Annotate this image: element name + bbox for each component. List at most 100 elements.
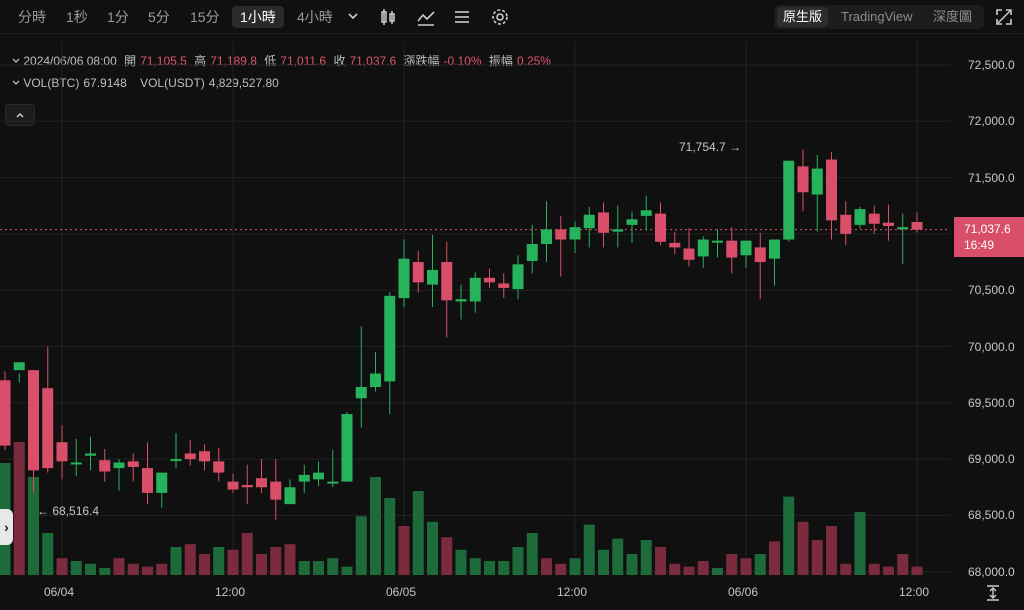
price-tick-label: 68,000.0	[968, 564, 1015, 579]
timeframe-tab-1s[interactable]: 1秒	[66, 9, 88, 25]
volume-bar	[754, 554, 766, 575]
volume-bar	[555, 563, 567, 575]
side-panel-toggle[interactable]: ›	[0, 509, 13, 545]
view-mode-tradingview[interactable]: TradingView	[841, 9, 913, 24]
volume-bar	[640, 540, 652, 575]
volume-bar	[498, 561, 510, 575]
candle-body	[284, 487, 296, 505]
view-mode-depth[interactable]: 深度圖	[933, 9, 973, 24]
volume-bar	[512, 547, 524, 575]
timeframe-tab-time[interactable]: 分時	[18, 9, 46, 25]
open-label: 開	[124, 54, 137, 68]
toolbar: 分時 1秒 1分 5分 15分 1小時 4小時 原生版 TradingView …	[0, 0, 1024, 34]
drawing-list-icon[interactable]	[452, 7, 472, 27]
candle-body	[840, 214, 852, 234]
high-marker-value: 71,754.7	[679, 140, 726, 154]
candle-body	[99, 460, 111, 472]
candle-body	[70, 462, 82, 465]
volume-bar	[127, 563, 139, 575]
chevron-down-icon[interactable]	[12, 79, 20, 87]
volume-bar	[655, 547, 666, 575]
volume-bar	[170, 547, 182, 575]
volume-bar	[384, 498, 396, 575]
candle-body	[127, 461, 139, 467]
ohlc-legend: 2024/06/06 08:00 開 71,105.5 高 71,189.8 低 71…	[12, 52, 555, 69]
candle-body	[712, 240, 723, 243]
low-label: 低	[264, 54, 277, 68]
price-tick-label: 72,000.0	[968, 114, 1015, 129]
time-tick-label: 12:00	[557, 585, 588, 599]
candle-body	[42, 388, 54, 469]
candle-body	[897, 227, 909, 230]
candle-body	[583, 214, 595, 229]
volume-bar	[113, 558, 125, 575]
candle-body	[313, 472, 324, 480]
high-marker: 71,754.7 →	[679, 140, 741, 154]
timeframe-tab-5m[interactable]: 5分	[148, 9, 170, 25]
volume-bar	[612, 538, 624, 575]
volume-bar	[370, 477, 381, 575]
time-tick-label: 12:00	[899, 585, 930, 599]
chevron-right-icon: ›	[4, 519, 9, 535]
candle-body	[184, 453, 196, 460]
candle-body	[484, 277, 495, 283]
volume-bar	[598, 549, 609, 575]
candle-body	[412, 262, 424, 283]
candle-body	[740, 240, 752, 256]
timeframe-tab-4h[interactable]: 4小時	[297, 9, 333, 25]
chevron-down-icon[interactable]	[346, 9, 360, 23]
candle-body	[270, 481, 282, 500]
candle-body	[213, 461, 225, 473]
timeframe-tab-15m[interactable]: 15分	[190, 9, 220, 25]
candle-body	[441, 262, 453, 301]
candle-body	[655, 213, 666, 242]
candle-body	[398, 258, 410, 299]
auto-scale-icon[interactable]	[984, 584, 1002, 602]
volume-bar	[526, 533, 538, 575]
low-marker: ← 68,516.4	[37, 504, 99, 518]
chevron-down-icon[interactable]	[12, 57, 20, 65]
volume-bar	[697, 561, 709, 575]
indicator-icon[interactable]	[416, 7, 436, 27]
candle-body	[427, 269, 438, 285]
price-tick-label: 69,500.0	[968, 395, 1015, 410]
volume-bar	[712, 568, 723, 575]
volume-bar	[142, 566, 153, 575]
candle-body	[769, 239, 780, 259]
volume-bar	[256, 554, 267, 575]
vol-usdt-value: 4,829,527.80	[208, 76, 279, 90]
ohlc-date: 2024/06/06 08:00	[23, 54, 117, 68]
candle-body	[56, 442, 68, 462]
volume-bar	[868, 563, 880, 575]
collapse-legend-button[interactable]	[5, 104, 35, 126]
volume-bar	[469, 558, 481, 575]
candle-body	[85, 453, 96, 456]
view-mode-native[interactable]: 原生版	[777, 7, 829, 27]
volume-bar	[13, 442, 25, 575]
candle-body	[298, 474, 310, 482]
volume-bar	[327, 558, 339, 575]
volume-bar	[541, 558, 552, 575]
time-tick-label: 12:00	[215, 585, 246, 599]
candle-body	[883, 222, 894, 227]
timeframe-tab-1m[interactable]: 1分	[107, 9, 129, 25]
close-label: 收	[333, 54, 346, 68]
volume-bar	[897, 554, 909, 575]
settings-gear-icon[interactable]	[490, 7, 510, 27]
volume-bar	[484, 561, 495, 575]
volume-bar	[826, 526, 837, 575]
volume-bar	[341, 566, 353, 575]
price-tick-label: 71,500.0	[968, 170, 1015, 185]
timeframe-tab-1h[interactable]: 1小時	[232, 6, 284, 28]
amplitude-value: 0.25%	[516, 54, 551, 68]
fullscreen-icon[interactable]	[994, 7, 1014, 27]
candle-body	[469, 277, 481, 302]
volume-bar	[241, 533, 253, 575]
volume-bar	[28, 477, 39, 575]
open-value: 71,105.5	[140, 54, 187, 68]
volume-bar	[783, 496, 795, 575]
candlestick-type-icon[interactable]	[378, 7, 398, 27]
candle-body	[241, 484, 253, 488]
candle-body	[826, 159, 837, 221]
